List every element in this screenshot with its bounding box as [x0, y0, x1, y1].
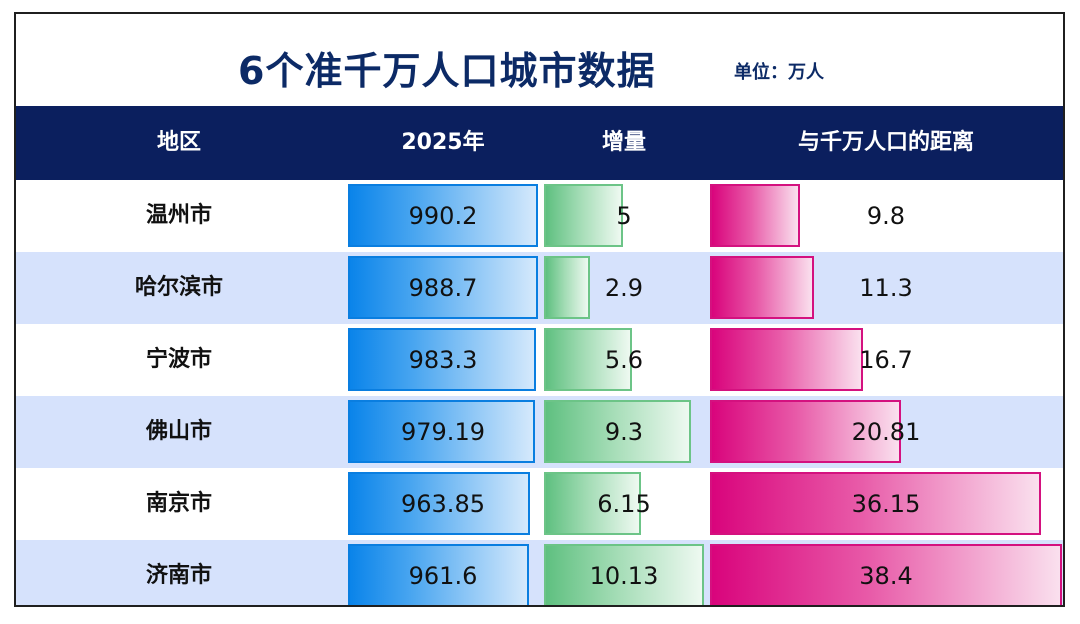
- table-row: 温州市 990.2 5 9.8: [16, 180, 1063, 252]
- increase-value-label: 2.9: [604, 274, 644, 302]
- gap-value-label: 20.81: [851, 418, 921, 446]
- pop-bar: [348, 256, 538, 319]
- row-label: 温州市: [145, 203, 212, 228]
- pop-bar: [348, 544, 529, 605]
- gap-bar: [710, 472, 1041, 535]
- table-row: 济南市 961.6 10.13 38.4: [16, 540, 1063, 605]
- pop-value-label: 963.85: [401, 490, 485, 518]
- gap-bar: [710, 544, 1062, 605]
- pop-value-label: 961.6: [408, 562, 478, 590]
- increase-bar: [544, 256, 590, 319]
- gap-bar: [710, 184, 800, 247]
- increase-bar: [544, 544, 704, 605]
- row-label: 佛山市: [145, 419, 212, 444]
- row-label: 哈尔滨市: [134, 275, 223, 300]
- table-row: 哈尔滨市 988.7 2.9 11.3: [16, 252, 1063, 324]
- increase-bar: [544, 472, 641, 535]
- pop-value-label: 990.2: [408, 202, 478, 230]
- increase-value-label: 5.6: [604, 346, 644, 374]
- table-row: 宁波市 983.3 5.6 16.7: [16, 324, 1063, 396]
- gap-bar: [710, 256, 814, 319]
- pop-bar: [348, 184, 538, 247]
- gap-value-label: 9.8: [866, 202, 906, 230]
- table-frame: 6个准千万人口城市数据 单位：万人 地区 2025年 增量 与千万人口的距离 温…: [14, 12, 1065, 607]
- gap-value-label: 11.3: [859, 274, 913, 302]
- increase-bar: [544, 400, 691, 463]
- row-label: 宁波市: [145, 347, 212, 372]
- pop-bar: [348, 472, 530, 535]
- header-increase: 增量: [601, 130, 646, 155]
- gap-bar: [710, 328, 863, 391]
- increase-value-label: 10.13: [589, 562, 659, 590]
- increase-value-label: 6.15: [597, 490, 651, 518]
- pop-bar: [348, 328, 536, 391]
- table-header: 地区 2025年 增量 与千万人口的距离: [16, 106, 1063, 180]
- header-region: 地区: [156, 130, 201, 155]
- pop-value-label: 988.7: [408, 274, 478, 302]
- increase-bar: [544, 328, 632, 391]
- increase-value-label: 5: [616, 202, 632, 230]
- row-label: 济南市: [145, 563, 212, 588]
- gap-value-label: 16.7: [859, 346, 913, 374]
- title-bar: 6个准千万人口城市数据 单位：万人: [16, 14, 1063, 106]
- gap-bar: [710, 400, 901, 463]
- increase-bar: [544, 184, 623, 247]
- unit-label: 单位：万人: [734, 62, 824, 83]
- chart-title: 6个准千万人口城市数据: [238, 49, 656, 93]
- table-row: 佛山市 979.19 9.3 20.81: [16, 396, 1063, 468]
- gap-value-label: 38.4: [859, 562, 913, 590]
- increase-value-label: 9.3: [604, 418, 644, 446]
- pop-value-label: 979.19: [401, 418, 485, 446]
- table-row: 南京市 963.85 6.15 36.15: [16, 468, 1063, 540]
- header-gap: 与千万人口的距离: [797, 130, 974, 155]
- header-2025: 2025年: [401, 130, 485, 155]
- pop-value-label: 983.3: [408, 346, 478, 374]
- pop-bar: [348, 400, 535, 463]
- gap-value-label: 36.15: [851, 490, 921, 518]
- row-label: 南京市: [145, 491, 212, 516]
